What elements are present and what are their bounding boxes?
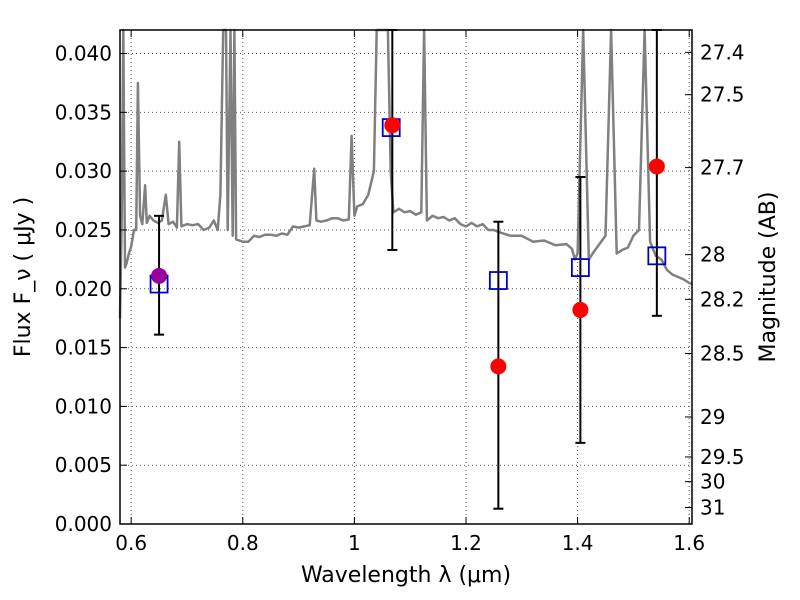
model-square-marker (647, 246, 667, 266)
observed-point (384, 117, 401, 134)
observed-point (648, 158, 665, 175)
y2-tick-label: 27.5 (700, 83, 745, 107)
observed-point (490, 358, 507, 375)
y2-tick-label: 27.4 (700, 40, 745, 64)
x-tick-label: 0.6 (115, 531, 147, 555)
x-tick-label: 1.2 (450, 531, 482, 555)
x-tick-label: 1 (348, 531, 361, 555)
plot-frame (119, 29, 693, 525)
observed-point (572, 301, 589, 318)
y2-tick-label: 28.5 (700, 341, 745, 365)
y-tick-label: 0.035 (55, 100, 112, 124)
y-tick-label: 0.040 (55, 42, 112, 66)
x-tick-label: 1.4 (562, 531, 594, 555)
y2-tick-label: 27.7 (700, 156, 745, 180)
y-axis-label: Flux F_ν ( μJy ) (11, 197, 36, 357)
highlight-point (151, 267, 168, 284)
y-tick-label: 0.015 (55, 336, 112, 360)
y-tick-label: 0.010 (55, 394, 112, 418)
x-tick-label: 1.6 (673, 531, 705, 555)
y2-tick-label: 30 (700, 470, 725, 494)
y2-tick-label: 31 (700, 496, 725, 520)
spectrum-line (118, 28, 693, 319)
model-square-marker (488, 271, 508, 290)
spectrum-series (118, 28, 693, 319)
axis-ticks: 0.6 0.8 1 1.2 1.4 1.6 0.000 0.005 0.010 0.015 0.02… (55, 30, 745, 555)
x-tick-label: 0.8 (227, 531, 259, 555)
data-points (149, 29, 667, 510)
y-tick-label: 0.005 (55, 453, 112, 477)
y-tick-label: 0.025 (55, 218, 112, 242)
x-axis-label: Wavelength λ (μm) (301, 563, 511, 588)
y-tick-label: 0.030 (55, 159, 112, 183)
y2-axis-label: Magnitude (AB) (756, 192, 781, 363)
y2-tick-label: 28.2 (700, 287, 745, 311)
y-tick-label: 0.020 (55, 277, 112, 301)
model-square-marker (570, 258, 590, 277)
y2-tick-label: 28 (700, 243, 725, 267)
y2-tick-label: 29 (700, 405, 725, 429)
y2-tick-label: 29.5 (700, 445, 745, 469)
y-tick-label: 0.000 (55, 512, 112, 536)
grid-lines (120, 30, 692, 525)
